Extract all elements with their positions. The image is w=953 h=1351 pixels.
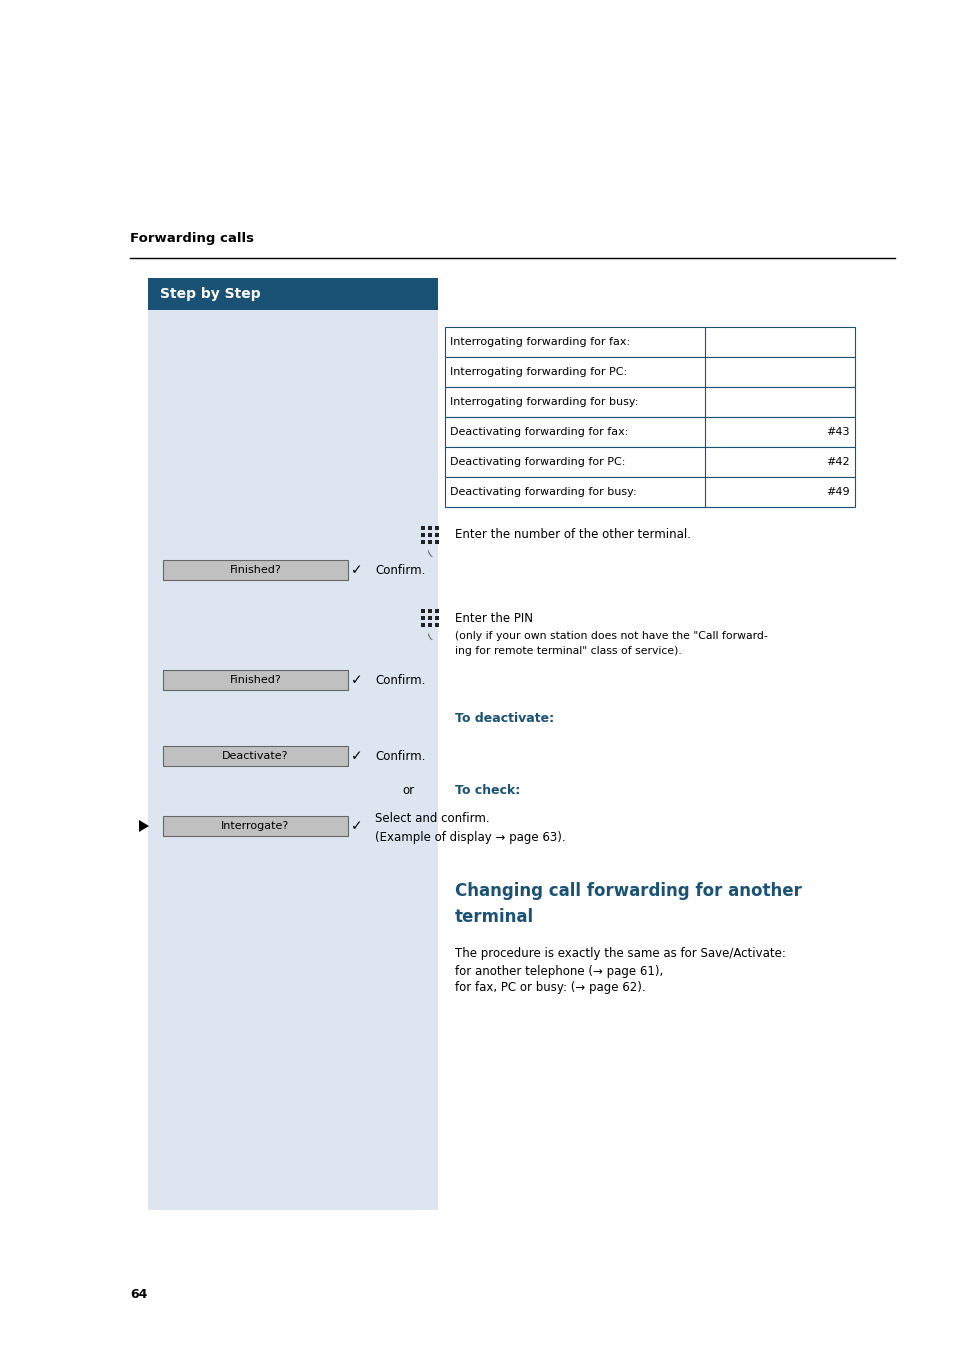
- FancyBboxPatch shape: [163, 670, 348, 690]
- Text: #43: #43: [825, 427, 849, 436]
- FancyBboxPatch shape: [435, 616, 438, 620]
- Text: ✓: ✓: [351, 563, 362, 577]
- Text: (: (: [426, 632, 434, 642]
- FancyBboxPatch shape: [444, 447, 854, 477]
- Text: Confirm.: Confirm.: [375, 563, 425, 577]
- FancyBboxPatch shape: [444, 477, 854, 507]
- FancyBboxPatch shape: [148, 278, 437, 309]
- Text: #49: #49: [825, 486, 849, 497]
- Text: for another telephone (→ page 61),: for another telephone (→ page 61),: [455, 965, 662, 978]
- FancyBboxPatch shape: [420, 623, 425, 627]
- FancyBboxPatch shape: [163, 746, 348, 766]
- Text: 64: 64: [130, 1289, 147, 1301]
- Text: Select and confirm.: Select and confirm.: [375, 812, 489, 825]
- FancyBboxPatch shape: [427, 609, 432, 613]
- FancyBboxPatch shape: [435, 623, 438, 627]
- Text: Interrogating forwarding for PC:: Interrogating forwarding for PC:: [450, 367, 626, 377]
- FancyBboxPatch shape: [435, 609, 438, 613]
- Text: ✓: ✓: [351, 819, 362, 834]
- FancyBboxPatch shape: [444, 357, 854, 386]
- Polygon shape: [139, 820, 149, 832]
- Text: Deactivating forwarding for PC:: Deactivating forwarding for PC:: [450, 457, 625, 467]
- Text: Forwarding calls: Forwarding calls: [130, 232, 253, 245]
- FancyBboxPatch shape: [427, 623, 432, 627]
- FancyBboxPatch shape: [420, 616, 425, 620]
- Text: for fax, PC or busy: (→ page 62).: for fax, PC or busy: (→ page 62).: [455, 981, 645, 994]
- Text: terminal: terminal: [455, 908, 534, 925]
- Text: or: or: [402, 785, 415, 797]
- FancyBboxPatch shape: [420, 526, 425, 530]
- FancyBboxPatch shape: [427, 526, 432, 530]
- FancyBboxPatch shape: [435, 526, 438, 530]
- Text: Confirm.: Confirm.: [375, 750, 425, 762]
- Text: Enter the number of the other terminal.: Enter the number of the other terminal.: [455, 528, 690, 542]
- Text: Interrogating forwarding for fax:: Interrogating forwarding for fax:: [450, 336, 630, 347]
- FancyBboxPatch shape: [444, 417, 854, 447]
- FancyBboxPatch shape: [148, 309, 437, 1210]
- Text: Step by Step: Step by Step: [160, 286, 260, 301]
- Text: The procedure is exactly the same as for Save/Activate:: The procedure is exactly the same as for…: [455, 947, 785, 959]
- Text: Confirm.: Confirm.: [375, 674, 425, 686]
- Text: #42: #42: [825, 457, 849, 467]
- Text: Changing call forwarding for another: Changing call forwarding for another: [455, 882, 801, 900]
- Text: Finished?: Finished?: [230, 565, 281, 576]
- Text: (only if your own station does not have the "Call forward-: (only if your own station does not have …: [455, 631, 767, 640]
- Text: Finished?: Finished?: [230, 676, 281, 685]
- FancyBboxPatch shape: [420, 540, 425, 544]
- Text: ✓: ✓: [351, 748, 362, 763]
- Text: Deactivating forwarding for busy:: Deactivating forwarding for busy:: [450, 486, 636, 497]
- FancyBboxPatch shape: [420, 532, 425, 538]
- FancyBboxPatch shape: [444, 327, 854, 357]
- Text: Deactivating forwarding for fax:: Deactivating forwarding for fax:: [450, 427, 628, 436]
- Text: ing for remote terminal" class of service).: ing for remote terminal" class of servic…: [455, 646, 681, 657]
- Text: ✓: ✓: [351, 673, 362, 688]
- Text: (: (: [426, 550, 434, 559]
- FancyBboxPatch shape: [427, 540, 432, 544]
- FancyBboxPatch shape: [435, 540, 438, 544]
- FancyBboxPatch shape: [427, 616, 432, 620]
- Text: Deactivate?: Deactivate?: [222, 751, 289, 761]
- Text: To check:: To check:: [455, 785, 519, 797]
- FancyBboxPatch shape: [163, 816, 348, 836]
- FancyBboxPatch shape: [163, 561, 348, 580]
- FancyBboxPatch shape: [435, 532, 438, 538]
- FancyBboxPatch shape: [427, 532, 432, 538]
- Text: To deactivate:: To deactivate:: [455, 712, 554, 724]
- FancyBboxPatch shape: [420, 609, 425, 613]
- Text: Enter the PIN: Enter the PIN: [455, 612, 533, 624]
- Text: Interrogate?: Interrogate?: [221, 821, 290, 831]
- FancyBboxPatch shape: [444, 386, 854, 417]
- Text: Interrogating forwarding for busy:: Interrogating forwarding for busy:: [450, 397, 638, 407]
- Text: (Example of display → page 63).: (Example of display → page 63).: [375, 831, 565, 844]
